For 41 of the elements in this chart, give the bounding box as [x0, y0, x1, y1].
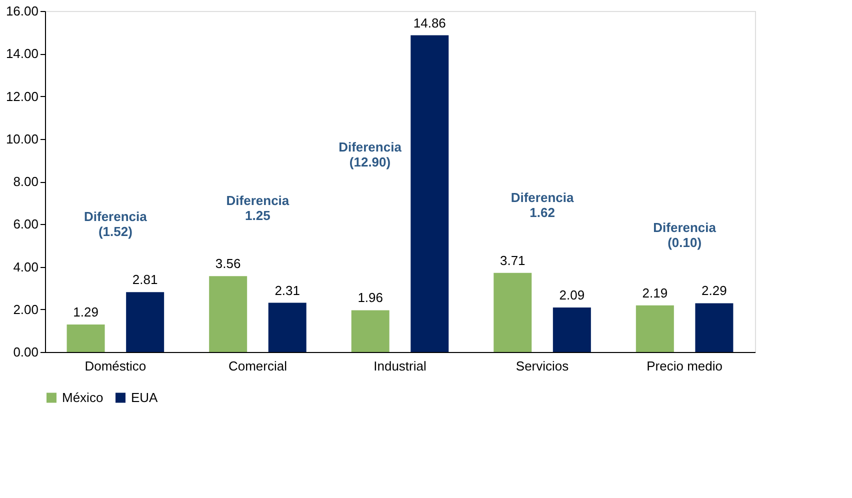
data-label: 3.56: [215, 256, 241, 272]
bar: [351, 310, 390, 352]
legend-label: EUA: [131, 390, 158, 405]
y-tick-label: 10.00: [6, 131, 38, 146]
annotation: Diferencia (1.52): [84, 209, 148, 240]
data-label: 14.86: [413, 15, 446, 30]
bar: [552, 307, 591, 352]
x-tick-label: Precio medio: [646, 358, 723, 374]
bar: [695, 303, 734, 352]
legend-label: México: [62, 390, 104, 405]
y-tick-label: 0.00: [13, 344, 38, 360]
y-tick-label: 4.00: [13, 259, 38, 274]
data-label: 3.71: [500, 252, 526, 268]
bar: [268, 302, 306, 352]
bar: [66, 324, 105, 352]
y-tick-label: 2.00: [13, 302, 38, 317]
x-tick-label: Comercial: [228, 358, 288, 374]
data-label: 2.29: [702, 283, 727, 298]
annotation: Diferencia 1.25: [226, 193, 290, 224]
x-tick-label: Industrial: [374, 358, 426, 374]
y-tick-label: 16.00: [6, 4, 38, 18]
data-label: 2.09: [559, 287, 585, 302]
data-label: 2.31: [274, 282, 300, 298]
bar: [209, 276, 248, 352]
bar: [410, 35, 449, 352]
bar: [126, 292, 164, 352]
data-label: 1.96: [358, 290, 384, 306]
bar: [494, 272, 532, 352]
data-label: 2.81: [132, 272, 158, 288]
y-tick-label: 6.00: [13, 216, 38, 232]
y-tick-label: 14.00: [6, 46, 38, 62]
y-tick-label: 12.00: [6, 88, 38, 104]
x-tick-label: Doméstico: [84, 358, 146, 374]
annotation: Diferencia (12.90): [338, 139, 402, 170]
bar: [636, 305, 674, 352]
annotation: Diferencia 1.62: [510, 190, 574, 220]
x-tick-label: Servicios: [516, 358, 570, 374]
y-tick-label: 8.00: [13, 174, 38, 189]
annotation: Diferencia (0.10): [653, 220, 717, 250]
data-label: 1.29: [73, 304, 98, 320]
data-label: 2.19: [642, 285, 668, 300]
